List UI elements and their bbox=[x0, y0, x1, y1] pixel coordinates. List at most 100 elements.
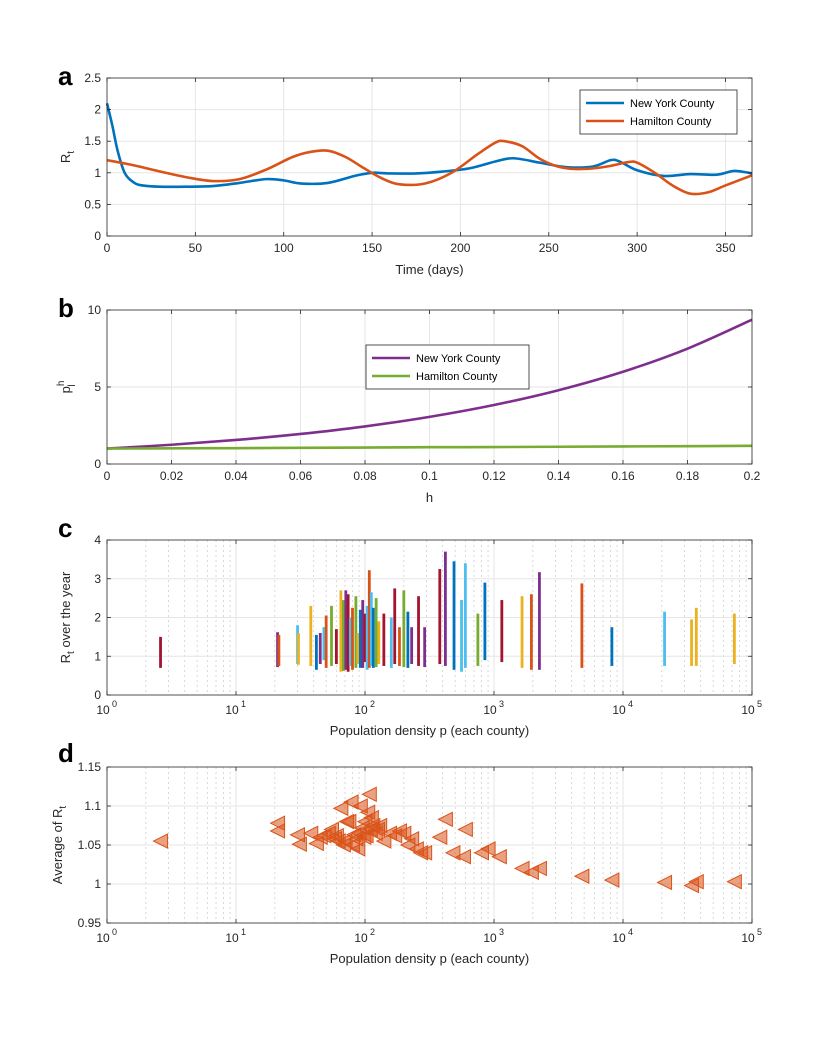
c-range-bar-4 bbox=[297, 633, 300, 665]
d-scatter-point-52 bbox=[457, 821, 473, 838]
panel-label-b: b bbox=[58, 293, 74, 323]
a-ylabel: Rt bbox=[58, 151, 77, 163]
c-ylabel-main: R bbox=[58, 654, 73, 663]
a-legend-label-0: New York County bbox=[630, 98, 715, 110]
c-range-bar-2 bbox=[277, 634, 281, 666]
a-ylabel-main: R bbox=[58, 154, 73, 163]
c-xtick-exp-2: 2 bbox=[370, 699, 375, 709]
c-ytick-label-1: 1 bbox=[94, 649, 101, 663]
b-xtick-label-8: 0.16 bbox=[611, 469, 635, 483]
d-xtick-exp-0: 0 bbox=[112, 927, 117, 937]
b-xtick-label-5: 0.1 bbox=[421, 469, 438, 483]
d-scatter-point-3 bbox=[289, 827, 306, 843]
b-ylabel: phl bbox=[56, 381, 78, 394]
panel-b-chart: 0 5 10 0 0.02 0.04 0.06 0.08 0.1 0.12 0.14 0.16 0.18… bbox=[56, 303, 761, 505]
c-ytick-label-3: 3 bbox=[94, 572, 101, 586]
d-xtick-label-0: 10 bbox=[96, 931, 110, 945]
panel-label-a: a bbox=[58, 61, 73, 91]
c-xtick-label-1: 10 bbox=[225, 703, 239, 717]
d-scatter-point-63 bbox=[688, 873, 704, 890]
b-legend-label-0: New York County bbox=[416, 353, 501, 365]
c-range-bar-47 bbox=[530, 594, 533, 670]
d-xtick-label-3: 10 bbox=[483, 931, 497, 945]
c-xtick-exp-5: 5 bbox=[757, 699, 762, 709]
b-ylabel-main: p bbox=[58, 386, 73, 393]
c-range-bar-31 bbox=[393, 588, 397, 664]
a-xtick-label-3: 150 bbox=[362, 241, 382, 255]
b-ytick-label-1: 5 bbox=[94, 380, 101, 394]
d-scatter-point-64 bbox=[726, 873, 742, 890]
c-range-bar-33 bbox=[402, 590, 406, 668]
b-xtick-label-7: 0.14 bbox=[547, 469, 571, 483]
a-ytick-label-4: 2 bbox=[94, 103, 101, 117]
c-range-bar-22 bbox=[363, 613, 367, 663]
c-ytick-label-2: 2 bbox=[94, 611, 101, 625]
b-xtick-label-2: 0.04 bbox=[224, 469, 248, 483]
c-range-bar-49 bbox=[580, 583, 584, 668]
c-range-bar-48 bbox=[538, 572, 541, 670]
c-range-bar-36 bbox=[417, 596, 420, 666]
a-ylabel-sub: t bbox=[66, 151, 77, 154]
c-range-bar-9 bbox=[324, 615, 328, 668]
d-ytick-label-2: 1.05 bbox=[78, 838, 102, 852]
c-range-bar-19 bbox=[356, 633, 360, 664]
d-scatter-point-54 bbox=[479, 841, 496, 857]
d-scatter-point-60 bbox=[603, 872, 620, 888]
a-xtick-label-0: 0 bbox=[104, 241, 111, 255]
c-range-bar-25 bbox=[369, 592, 373, 666]
d-scatter-point-42 bbox=[395, 825, 412, 842]
c-range-bar-11 bbox=[334, 629, 338, 664]
d-scatter-point-49 bbox=[437, 811, 453, 828]
c-range-bar-53 bbox=[694, 607, 698, 666]
c-range-bar-20 bbox=[358, 609, 362, 668]
c-range-bar-21 bbox=[361, 600, 365, 668]
panel-label-c: c bbox=[58, 513, 72, 543]
c-xtick-label-2: 10 bbox=[354, 703, 368, 717]
d-xtick-exp-4: 4 bbox=[628, 927, 633, 937]
b-xtick-label-0: 0 bbox=[104, 469, 111, 483]
d-scatter-point-59 bbox=[573, 868, 590, 885]
c-range-bar-52 bbox=[690, 619, 693, 666]
a-xtick-label-5: 250 bbox=[539, 241, 559, 255]
b-xtick-label-9: 0.18 bbox=[676, 469, 700, 483]
c-xtick-label-3: 10 bbox=[483, 703, 497, 717]
panel-a-chart: 0 0.5 1 1.5 2 2.5 0 50 100 150 200 250 300 350 Time (d… bbox=[58, 71, 753, 277]
a-xtick-label-2: 100 bbox=[274, 241, 294, 255]
d-scatter-point-44 bbox=[403, 830, 420, 847]
a-xtick-label-1: 50 bbox=[189, 241, 203, 255]
c-ylabel-suffix: over the year bbox=[58, 571, 73, 651]
c-range-bar-14 bbox=[344, 590, 348, 670]
b-ytick-label-2: 10 bbox=[88, 303, 102, 317]
d-ytick-label-3: 1.1 bbox=[84, 799, 101, 813]
c-range-bar-13 bbox=[341, 600, 345, 671]
a-ytick-label-0: 0 bbox=[94, 229, 101, 243]
c-xtick-exp-4: 4 bbox=[628, 699, 633, 709]
d-scatter-point-0 bbox=[152, 833, 169, 849]
d-ylabel: Average of Rt bbox=[50, 806, 69, 885]
d-scatter-point-23 bbox=[349, 841, 366, 857]
c-range-bar-7 bbox=[318, 633, 322, 664]
d-scatter-point-58 bbox=[531, 860, 547, 877]
c-range-bar-5 bbox=[309, 605, 313, 666]
c-xtick-exp-3: 3 bbox=[499, 699, 504, 709]
c-range-bar-24 bbox=[367, 570, 371, 668]
c-range-bar-28 bbox=[377, 621, 381, 664]
c-range-bar-42 bbox=[463, 563, 467, 668]
c-range-bar-38 bbox=[438, 569, 442, 664]
c-xtick-exp-0: 0 bbox=[112, 699, 117, 709]
c-ylabel: Rt over the year bbox=[58, 571, 77, 663]
c-range-bar-46 bbox=[520, 596, 524, 668]
c-range-bar-15 bbox=[346, 594, 350, 672]
b-ytick-label-0: 0 bbox=[94, 457, 101, 471]
b-xtick-label-10: 0.2 bbox=[744, 469, 761, 483]
d-ylabel-main: Average of R bbox=[50, 809, 65, 885]
d-xtick-label-2: 10 bbox=[354, 931, 368, 945]
c-range-bar-10 bbox=[330, 605, 333, 666]
c-ytick-label-0: 0 bbox=[94, 688, 101, 702]
b-legend-label-1: Hamilton County bbox=[416, 371, 498, 383]
b-series-line-0 bbox=[106, 318, 753, 450]
c-xtick-exp-1: 1 bbox=[241, 699, 246, 709]
a-series-line-1 bbox=[106, 139, 753, 196]
c-range-bar-29 bbox=[382, 613, 386, 666]
